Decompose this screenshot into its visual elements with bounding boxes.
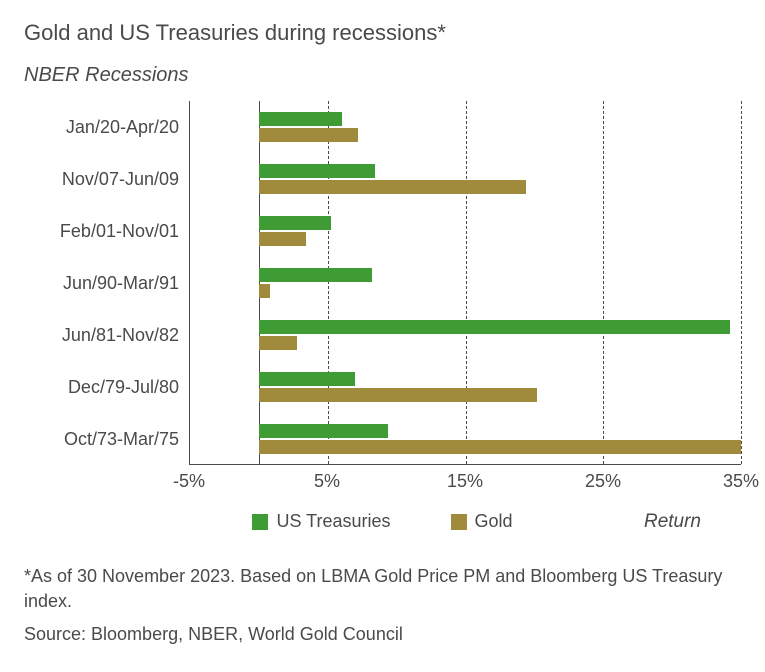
footnote: *As of 30 November 2023. Based on LBMA G… (24, 564, 741, 614)
bar-gold (259, 388, 537, 402)
y-axis-labels: Jan/20-Apr/20Nov/07-Jun/09Feb/01-Nov/01J… (24, 101, 189, 465)
bar-gold (259, 336, 298, 350)
bar-row (190, 361, 741, 413)
y-tick-label: Jun/81-Nov/82 (24, 309, 179, 361)
bar-gold (259, 284, 270, 298)
bar-row (190, 257, 741, 309)
source-line: Source: Bloomberg, NBER, World Gold Coun… (24, 624, 741, 645)
y-tick-label: Dec/79-Jul/80 (24, 361, 179, 413)
legend: US Treasuries Gold Return (24, 511, 741, 532)
y-tick-label: Oct/73-Mar/75 (24, 413, 179, 465)
bar-us-treasuries (259, 320, 730, 334)
bar-gold (259, 440, 741, 454)
bar-us-treasuries (259, 112, 342, 126)
y-tick-label: Nov/07-Jun/09 (24, 153, 179, 205)
bar-us-treasuries (259, 372, 355, 386)
chart-title: Gold and US Treasuries during recessions… (24, 20, 741, 46)
legend-item-gold: Gold (451, 511, 513, 532)
x-tick-label: 5% (314, 471, 340, 492)
bar-row (190, 101, 741, 153)
chart-container: Jan/20-Apr/20Nov/07-Jun/09Feb/01-Nov/01J… (24, 101, 741, 532)
x-axis-title: Return (644, 511, 701, 533)
chart-subtitle: NBER Recessions (24, 64, 741, 87)
y-tick-label: Jun/90-Mar/91 (24, 257, 179, 309)
bar-gold (259, 128, 358, 142)
x-tick-label: 15% (447, 471, 483, 492)
bar-row (190, 413, 741, 465)
grid-line (741, 101, 742, 464)
bar-gold (259, 232, 306, 246)
legend-item-us-treasuries: US Treasuries (252, 511, 390, 532)
bar-row (190, 309, 741, 361)
x-tick-label: -5% (173, 471, 205, 492)
x-axis-labels: -5%5%15%25%35% (189, 465, 741, 493)
x-tick-label: 25% (585, 471, 621, 492)
bar-gold (259, 180, 526, 194)
legend-label-us-treasuries: US Treasuries (276, 511, 390, 532)
y-tick-label: Jan/20-Apr/20 (24, 101, 179, 153)
legend-label-gold: Gold (475, 511, 513, 532)
bar-us-treasuries (259, 216, 331, 230)
bar-row (190, 153, 741, 205)
legend-swatch-gold (451, 514, 467, 530)
x-tick-label: 35% (723, 471, 759, 492)
bar-us-treasuries (259, 268, 372, 282)
plot-area (189, 101, 741, 465)
y-tick-label: Feb/01-Nov/01 (24, 205, 179, 257)
legend-swatch-us-treasuries (252, 514, 268, 530)
bar-row (190, 205, 741, 257)
bar-us-treasuries (259, 164, 375, 178)
bar-us-treasuries (259, 424, 388, 438)
